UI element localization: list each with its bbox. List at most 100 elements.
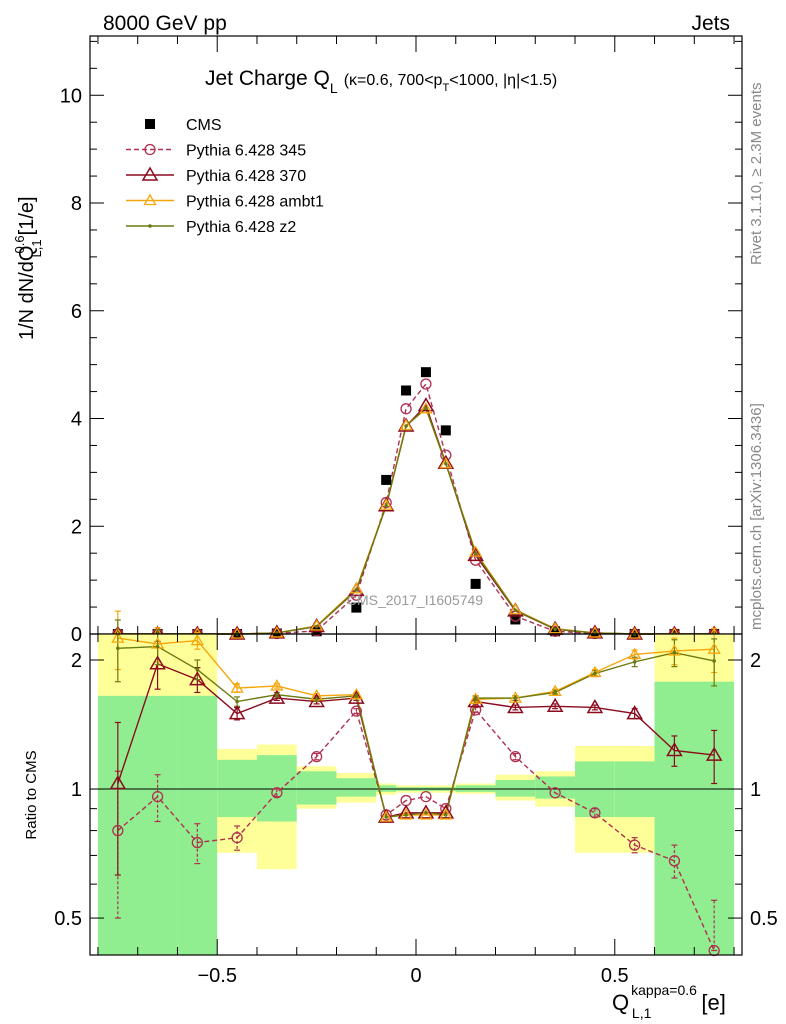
chart-title: Jet Charge QL (κ=0.6, 700<pT<1000, |η|<1.… [205,67,557,96]
main-ytick-label: 4 [71,409,82,431]
header-right: Jets [691,12,730,35]
main-point-p370 [586,624,604,639]
xlabel-main: Q [612,990,629,1015]
ratio-point-ambt1 [508,691,523,703]
ratio-point-p345 [589,807,601,819]
ratio-ytick-label: 2 [71,650,82,672]
legend-label-p370: Pythia 6.428 370 [186,168,306,185]
ratio-point-p370 [377,808,395,823]
ratio-point-ambt1 [439,808,453,820]
header-left: 8000 GeV pp [103,12,227,35]
main-point-p370 [268,624,286,639]
ratio-point-p345 [469,704,482,716]
ratio-point-z2 [384,815,388,819]
main-point-p345 [420,378,432,390]
ratio-point-p370 [417,804,435,819]
main-point-cms [401,385,412,396]
ratio-point-ambt1 [707,642,721,654]
legend-label-z2: Pythia 6.428 z2 [186,219,296,236]
ratio-point-p345 [420,790,432,803]
ratio-point-p370 [626,705,643,720]
legend: CMS Pythia 6.428 345 Pythia 6.428 370 Pythi… [126,117,324,236]
ratio-point-z2 [473,696,478,700]
ratio-line-p345 [117,708,715,951]
main-ytick-label: 8 [71,193,82,215]
ratio-point-p345 [350,705,363,717]
ratio-point-z2 [155,644,160,649]
title-sub: L [330,80,338,96]
ratio-point-p345 [549,787,561,799]
ylabel-main: 1/N dN/dQ [16,246,38,340]
ratio-point-z2 [632,660,637,664]
main-ytick-label: 10 [60,85,82,107]
ratio-point-z2 [235,699,239,704]
ratio-point-p370 [586,698,604,714]
main-ylabel: 1/N dN/dQ0.6 L,1 [1/e] [12,196,44,340]
ratio-point-p370 [397,804,415,819]
main-point-ambt1 [230,627,244,639]
main-point-p345 [440,449,452,461]
ratio-point-z2 [712,659,716,663]
title-extra-sub: T [442,82,449,94]
ratio-point-ambt1 [111,631,125,643]
main-point-ambt1 [379,498,393,510]
main-point-ambt1 [548,621,562,634]
ratio-panel-bands [90,634,742,955]
ratio-ytick-label-right: 0.5 [750,908,778,930]
ratio-panel-series [109,610,723,957]
ratio-point-z2 [513,696,518,700]
ratio-point-p370 [268,689,286,704]
main-point-ambt1 [270,626,284,638]
main-point-z2 [444,461,448,466]
legend-label-p345: Pythia 6.428 345 [186,143,306,160]
ratio-point-z2 [672,650,677,655]
main-point-ambt1 [439,456,453,469]
ratio-panel-axes: 0.5 0.5 1 1 2 2 −0.5 0 0.5 [54,633,778,987]
ratio-point-z2 [195,667,200,672]
ratio-point-p345 [231,832,243,844]
main-point-z2 [404,424,408,428]
ratio-point-p345 [271,787,283,799]
ratio-point-ambt1 [588,665,602,678]
main-point-cms [381,474,392,485]
main-point-p370 [417,397,435,412]
ratio-point-p370 [189,671,206,686]
main-point-ambt1 [309,619,324,631]
ratio-point-z2 [444,813,448,817]
ratio-ytick-label: 1 [71,779,82,801]
main-point-ambt1 [508,602,523,615]
ratio-point-ambt1 [270,679,284,691]
ratio-band-green [495,779,536,797]
legend-label-cms: CMS [186,117,222,134]
ratio-point-p345 [310,751,323,763]
legend-marker-z2 [148,224,152,228]
ratio-band-green [97,695,178,955]
ratio-point-z2 [275,692,279,697]
ratio-point-z2 [553,690,557,695]
ratio-xtick-label: 0.5 [601,965,629,987]
main-point-z2 [473,551,478,555]
ratio-point-ambt1 [667,644,682,656]
ratio-ytick-label: 0.5 [54,908,82,930]
ratio-point-p370 [149,655,166,670]
ratio-point-ambt1 [628,647,642,660]
title-extra-end: <1000, |η|<1.5) [449,72,557,89]
main-point-cms [470,578,481,589]
ratio-point-ambt1 [190,633,204,646]
ratio-xtick-label: 0 [410,965,421,987]
main-point-ambt1 [399,418,413,431]
main-point-z2 [314,624,319,629]
main-ytick-label: 2 [71,516,82,538]
ratio-point-p345 [191,836,203,849]
legend-marker-p370 [141,166,159,181]
main-point-cms [550,626,561,637]
main-point-ambt1 [419,402,433,414]
ylabel-unit: [1/e] [16,196,38,235]
xlabel-sub: L,1 [632,1005,652,1021]
ratio-line-z2 [117,645,715,818]
main-point-z2 [384,503,388,508]
main-point-cms [510,614,521,625]
rivet-label: Rivet 3.1.10, ≥ 2.3M events [748,83,765,266]
ratio-point-p370 [666,742,683,757]
main-point-p370 [467,546,484,562]
